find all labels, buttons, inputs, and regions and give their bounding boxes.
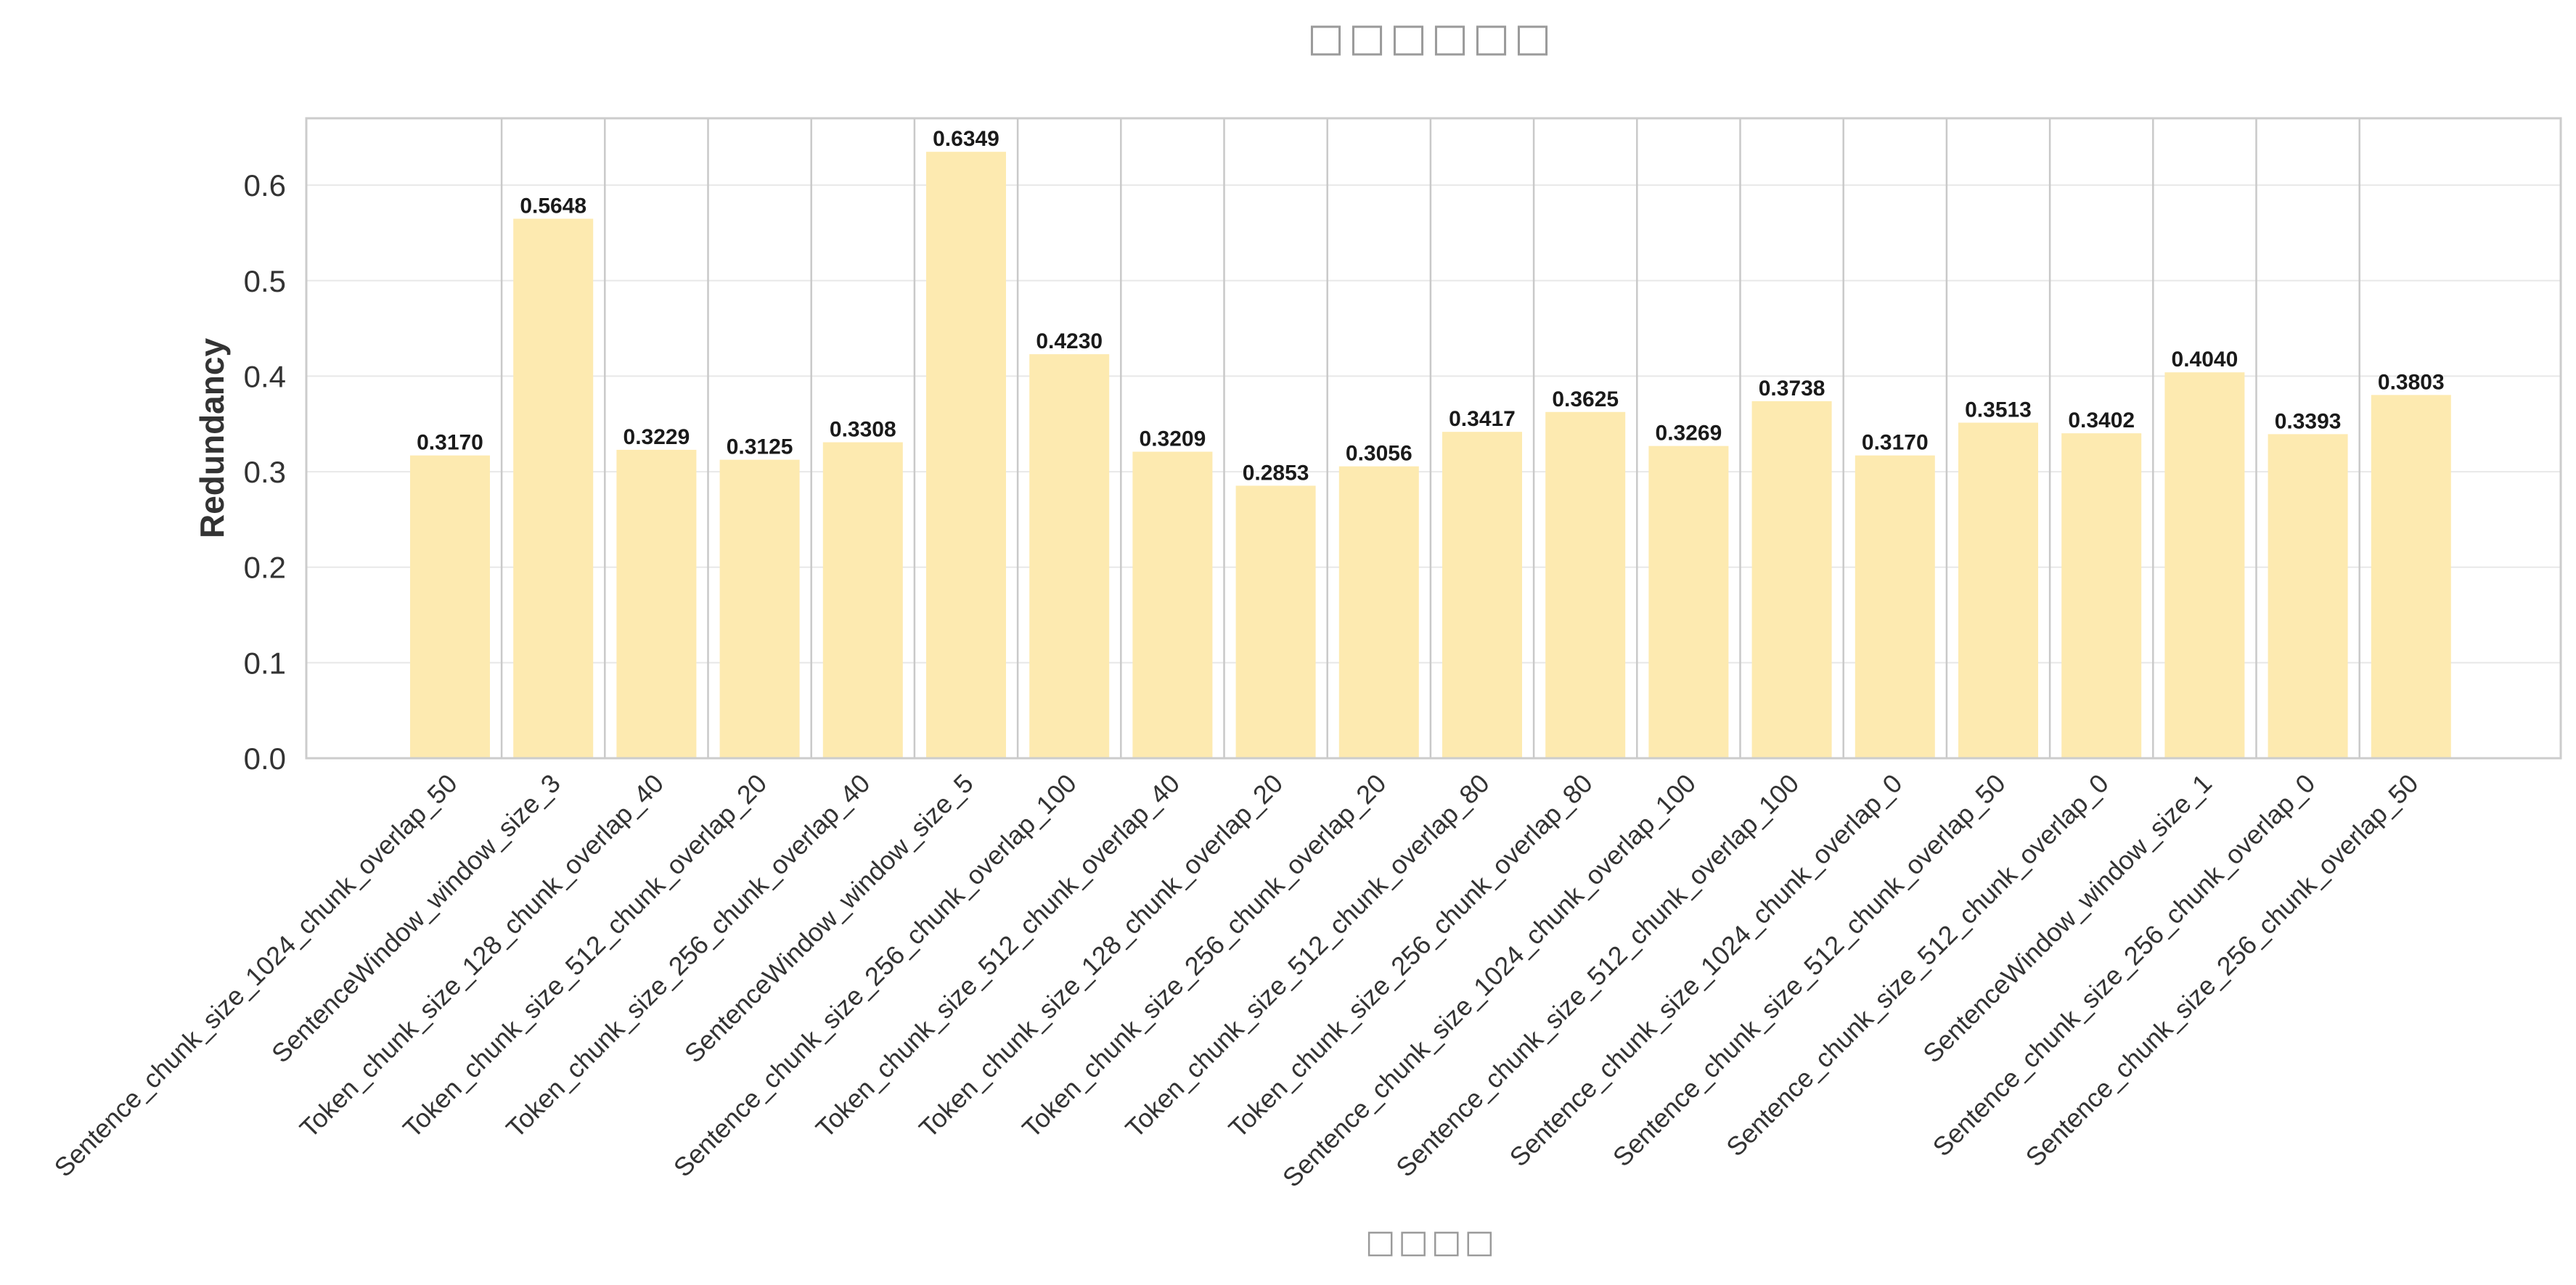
y-tick-label: 0.2: [244, 551, 286, 585]
bar: [1751, 401, 1832, 758]
bar: [1442, 432, 1522, 758]
y-tick-label: 0.4: [244, 359, 286, 393]
y-tick-label: 0.6: [244, 168, 286, 202]
bar: [513, 218, 594, 758]
x-tick-label: Token_chunk_size_128_chunk_overlap_20: [913, 768, 1288, 1144]
bar-value-label: 0.3209: [1140, 427, 1206, 451]
x-tick-label: Token_chunk_size_512_chunk_overlap_80: [1119, 768, 1495, 1144]
y-tick-label: 0.5: [244, 264, 286, 298]
x-tick-label: Sentence_chunk_size_256_chunk_overlap_0: [1927, 768, 2321, 1162]
bar: [1235, 485, 1316, 758]
x-tick-label: Sentence_chunk_size_512_chunk_overlap_0: [1720, 768, 2114, 1162]
x-tick-layer: Sentence_chunk_size_1024_chunk_overlap_5…: [49, 768, 2424, 1193]
bar: [1132, 451, 1213, 758]
x-tick-label: Token_chunk_size_512_chunk_overlap_20: [397, 768, 772, 1144]
y-tick-label: 0.1: [244, 646, 286, 680]
y-tick-layer: 0.0 0.1 0.2 0.3 0.4 0.5 0.6: [244, 168, 286, 776]
bar-value-label: 0.2853: [1243, 461, 1309, 485]
y-axis-label: Redundancy: [193, 338, 231, 538]
bar-value-label: 0.3125: [727, 435, 793, 459]
bar: [1545, 411, 1626, 758]
bar: [1029, 354, 1110, 758]
bar-value-label: 0.3229: [623, 425, 690, 449]
bar-value-label: 0.3170: [417, 431, 483, 455]
value-label-layer: 0.3170 0.5648 0.3229 0.3125 0.3308 0.6349 0.42…: [417, 127, 2445, 485]
bar-layer: [410, 152, 2451, 758]
bar: [1958, 422, 2038, 758]
bar-value-label: 0.3417: [1449, 407, 1516, 431]
vertical-line-layer: [500, 118, 2360, 758]
bar-value-label: 0.4040: [2172, 348, 2238, 371]
bar-value-label: 0.3402: [2068, 409, 2135, 432]
bar: [2371, 395, 2451, 758]
bar-value-label: 0.3738: [1759, 377, 1825, 401]
x-tick-label: Token_chunk_size_256_chunk_overlap_80: [1223, 768, 1598, 1144]
bar: [1338, 466, 1419, 758]
x-tick-label: Token_chunk_size_128_chunk_overlap_40: [294, 768, 669, 1144]
bar-value-label: 0.3269: [1656, 422, 1722, 446]
bar: [1855, 455, 1935, 758]
bar: [2268, 434, 2348, 758]
bar-value-label: 0.5648: [520, 194, 586, 218]
chart-title: □□□□□□: [1307, 15, 1555, 60]
x-tick-label: Sentence_chunk_size_1024_chunk_overlap_0: [1504, 768, 1908, 1173]
bar-value-label: 0.3170: [1862, 431, 1929, 455]
bar-value-label: 0.3803: [2378, 370, 2445, 394]
bar: [410, 455, 490, 758]
x-axis-label: □□□□: [1365, 1223, 1497, 1260]
plot-frame: [305, 117, 2562, 760]
bar-value-label: 0.3625: [1552, 387, 1619, 411]
y-tick-label: 0.0: [244, 742, 286, 776]
bar: [616, 449, 697, 758]
x-tick-label: Token_chunk_size_512_chunk_overlap_40: [810, 768, 1185, 1144]
x-tick-label: Token_chunk_size_256_chunk_overlap_40: [500, 768, 875, 1144]
bar-value-label: 0.6349: [933, 127, 999, 151]
bar-value-label: 0.3308: [830, 418, 896, 442]
x-tick-label: Sentence_chunk_size_512_chunk_overlap_50: [1607, 768, 2011, 1173]
bar-value-label: 0.3056: [1346, 442, 1412, 466]
bar: [719, 459, 800, 758]
bar: [822, 442, 903, 758]
bar-value-label: 0.3393: [2275, 409, 2342, 433]
x-tick-label: Token_chunk_size_256_chunk_overlap_20: [1016, 768, 1391, 1144]
bar: [1648, 446, 1729, 758]
x-tick-label: Sentence_chunk_size_256_chunk_overlap_50: [2020, 768, 2424, 1173]
bar-value-label: 0.4230: [1036, 329, 1103, 353]
bar-value-label: 0.3513: [1965, 398, 2032, 422]
bar: [2061, 433, 2142, 758]
bar: [2164, 372, 2245, 758]
y-tick-label: 0.3: [244, 455, 286, 489]
bar: [926, 152, 1006, 758]
